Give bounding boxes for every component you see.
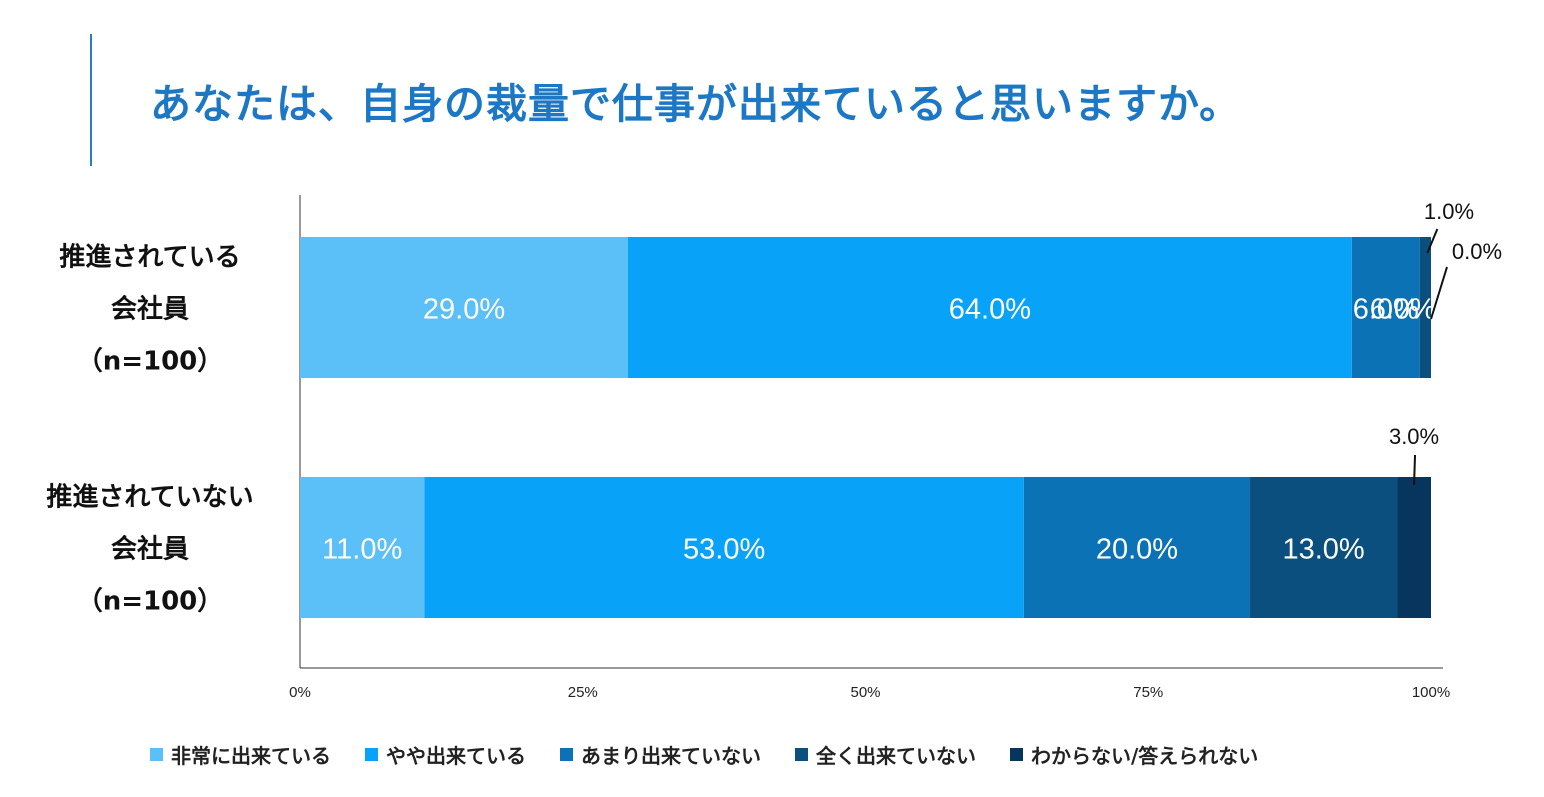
legend-label: やや出来ている	[386, 744, 526, 768]
category-label: （n=100）	[77, 347, 224, 377]
data-label: 3.0%	[1389, 424, 1439, 449]
legend-item: 全く出来ていない	[795, 740, 976, 769]
data-label: 20.0%	[1096, 534, 1178, 566]
bar-segment	[1351, 237, 1420, 378]
legend-item: やや出来ている	[365, 740, 526, 769]
bar-segment	[1023, 477, 1251, 618]
data-label: 1.0%	[1424, 199, 1474, 224]
callout-line	[1426, 228, 1439, 254]
callout-line	[1430, 266, 1448, 320]
x-tick-label: 75%	[1133, 684, 1163, 701]
bar-segment	[1397, 477, 1431, 618]
x-tick-label: 25%	[568, 684, 598, 701]
data-label: 64.0%	[949, 294, 1031, 326]
category-label: （n=100）	[77, 587, 224, 617]
bar-segment	[424, 477, 1024, 618]
legend-label: 全く出来ていない	[816, 744, 976, 768]
bar-segment	[627, 237, 1352, 378]
category-label: 推進されている	[59, 243, 240, 273]
bar-segment	[1419, 237, 1431, 378]
category-label: 会社員	[111, 534, 189, 565]
data-label: 6.0%	[1370, 294, 1436, 326]
chart-legend: 非常に出来ている やや出来ている あまり出来ていない 全く出来ていない わからない/答え…	[150, 740, 1258, 769]
x-tick-label: 100%	[1412, 684, 1450, 701]
legend-swatch	[560, 748, 573, 761]
legend-swatch	[795, 748, 808, 761]
data-label: 29.0%	[423, 294, 505, 326]
chart-title: あなたは、自身の裁量で仕事が出来ていると思いますか。	[150, 80, 1242, 128]
data-label: 53.0%	[683, 534, 765, 566]
callout-line	[1413, 454, 1417, 486]
legend-label: わからない/答えられない	[1031, 744, 1259, 768]
legend-item: わからない/答えられない	[1010, 740, 1258, 769]
legend-label: 非常に出来ている	[171, 744, 331, 768]
bar-segment	[1250, 477, 1398, 618]
category-label: 会社員	[111, 294, 189, 325]
data-label: 6.0%	[1353, 294, 1419, 326]
data-label: 11.0%	[322, 534, 402, 566]
data-label: 0.0%	[1452, 239, 1502, 264]
legend-swatch	[365, 748, 378, 761]
legend-label: あまり出来ていない	[581, 744, 761, 768]
legend-swatch	[150, 748, 163, 761]
category-label: 推進されていない	[46, 483, 253, 513]
legend-item: あまり出来ていない	[560, 740, 761, 769]
x-tick-label: 0%	[289, 684, 311, 701]
x-tick-label: 50%	[850, 684, 880, 701]
legend-swatch	[1010, 748, 1023, 761]
legend-item: 非常に出来ている	[150, 740, 331, 769]
bar-segment	[300, 237, 628, 378]
bar-segment	[300, 477, 425, 618]
data-label: 13.0%	[1282, 534, 1364, 566]
title-accent-line	[90, 34, 92, 166]
